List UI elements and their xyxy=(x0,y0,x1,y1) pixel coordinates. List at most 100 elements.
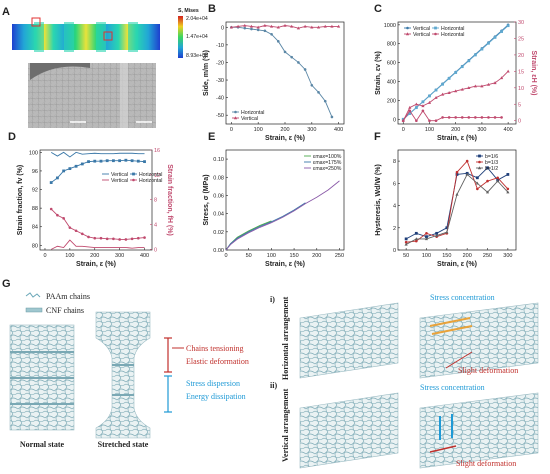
colorbar-tick-1: 2.04e+04 xyxy=(186,16,208,22)
data-point xyxy=(496,179,500,183)
data-point xyxy=(62,169,66,173)
data-point xyxy=(263,23,267,27)
y-tick-label: 2 xyxy=(393,226,396,232)
y-tick-label: 200 xyxy=(387,98,396,104)
data-point xyxy=(256,28,260,32)
y-tick-label: 0.08 xyxy=(213,175,224,181)
data-point xyxy=(283,50,287,54)
x-tick-label: 100 xyxy=(425,127,434,133)
data-point xyxy=(68,167,72,171)
legend-label: b=1/6 xyxy=(485,154,498,160)
data-point xyxy=(118,159,122,163)
legend-marker xyxy=(478,154,481,158)
data-point xyxy=(56,176,59,180)
data-point xyxy=(118,238,121,241)
y2-tick-label: 12 xyxy=(154,173,160,179)
colorbar-tick-3: 8.93e+03 xyxy=(186,53,208,59)
data-point xyxy=(435,233,439,237)
fem-strip xyxy=(12,17,160,52)
y2-tick-label: 30 xyxy=(518,20,524,26)
g-annotations: Chains tensioning Elastic deformation St… xyxy=(164,337,249,413)
colorbar-title: S, Mises xyxy=(178,8,199,14)
data-point xyxy=(414,102,418,106)
panel-g: G PAAm chains CNF chains Normal state St… xyxy=(2,278,539,469)
x-tick-label: 100 xyxy=(65,253,74,259)
data-point xyxy=(441,116,444,119)
data-point xyxy=(303,24,307,28)
subpanel-i: i) Horizontal arrangement Stress concent… xyxy=(270,293,539,380)
data-point xyxy=(454,89,458,93)
data-point xyxy=(99,159,103,163)
data-point xyxy=(480,116,484,119)
series-line-2 xyxy=(225,180,340,251)
data-point xyxy=(130,237,134,241)
y2-tick-label: 20 xyxy=(518,53,524,59)
data-point xyxy=(401,119,405,123)
y-axis-label: Strain fraction, fv (%) xyxy=(17,165,24,235)
annot-energy-dissipation: Energy dissipation xyxy=(186,392,246,401)
data-point xyxy=(249,24,254,28)
data-point xyxy=(506,190,510,194)
highlight-box-1 xyxy=(31,17,41,27)
data-point xyxy=(500,30,503,33)
y2-tick-label: 8 xyxy=(154,198,157,204)
colorbar: S, Mises 2.04e+04 1.47e+04 8.93e+03 xyxy=(178,8,208,59)
data-point xyxy=(404,237,408,241)
y-tick-label: 0.06 xyxy=(213,193,224,199)
panel-label-c: C xyxy=(374,3,382,15)
data-point xyxy=(316,25,321,29)
data-point xyxy=(414,237,418,241)
data-point xyxy=(276,40,280,43)
y-tick-label: 4 xyxy=(393,204,396,210)
data-point xyxy=(290,55,294,59)
slight-deformation-ii: Slight deformation xyxy=(456,459,516,468)
y2-tick-label: 0 xyxy=(154,247,157,253)
data-point xyxy=(236,24,240,28)
x-tick-label: 0 xyxy=(402,127,405,133)
legend-label: Horizontal xyxy=(241,110,264,116)
legend-marker xyxy=(434,32,437,36)
data-point xyxy=(506,24,510,28)
y-tick-label: 100 xyxy=(29,150,38,156)
data-point xyxy=(256,25,260,29)
horizontal-block-left xyxy=(299,302,399,379)
series-line-0 xyxy=(50,151,145,158)
legend-marker xyxy=(477,166,482,170)
data-point xyxy=(283,23,287,27)
data-point xyxy=(475,176,479,180)
vertical-block-left xyxy=(299,392,399,469)
y-tick-label: -50 xyxy=(216,113,224,119)
y2-tick-label: 16 xyxy=(154,148,160,154)
panel-label-d: D xyxy=(8,131,16,143)
x-axis-label: Strain, ε (%) xyxy=(437,261,477,268)
x-tick-label: 250 xyxy=(483,253,492,259)
legend-label: εmax=100% xyxy=(313,154,342,160)
data-point xyxy=(243,23,247,27)
data-point xyxy=(143,236,146,239)
y-tick-label: 80 xyxy=(32,243,38,249)
data-point xyxy=(323,24,327,28)
data-point xyxy=(499,76,504,80)
series-line-3 xyxy=(50,208,145,240)
data-point xyxy=(476,187,479,191)
x-tick-label: 300 xyxy=(477,127,486,133)
chart-f: F 50 100 150 200 250 300 Strain, ε (%) 0 2 4 6 8 Hyst… xyxy=(374,131,517,268)
data-point xyxy=(80,162,84,166)
legend-marker xyxy=(233,116,238,120)
data-point xyxy=(296,26,301,30)
y-tick-label: 0.10 xyxy=(213,157,224,163)
series-line-2 xyxy=(405,173,509,245)
data-point xyxy=(455,192,459,196)
data-point xyxy=(486,179,489,183)
x-tick-label: 200 xyxy=(451,127,460,133)
data-point xyxy=(276,25,280,29)
data-point xyxy=(74,229,78,233)
data-point xyxy=(500,116,503,119)
panel-label-e: E xyxy=(208,131,215,143)
legend-label: b=1/2 xyxy=(485,166,498,172)
y2-axis-label: Strain fraction, fH (%) xyxy=(166,164,173,236)
data-point xyxy=(112,159,115,163)
x-tick-label: 250 xyxy=(335,253,344,259)
x-tick-label: 150 xyxy=(442,253,451,259)
y-tick-label: 400 xyxy=(387,80,396,86)
